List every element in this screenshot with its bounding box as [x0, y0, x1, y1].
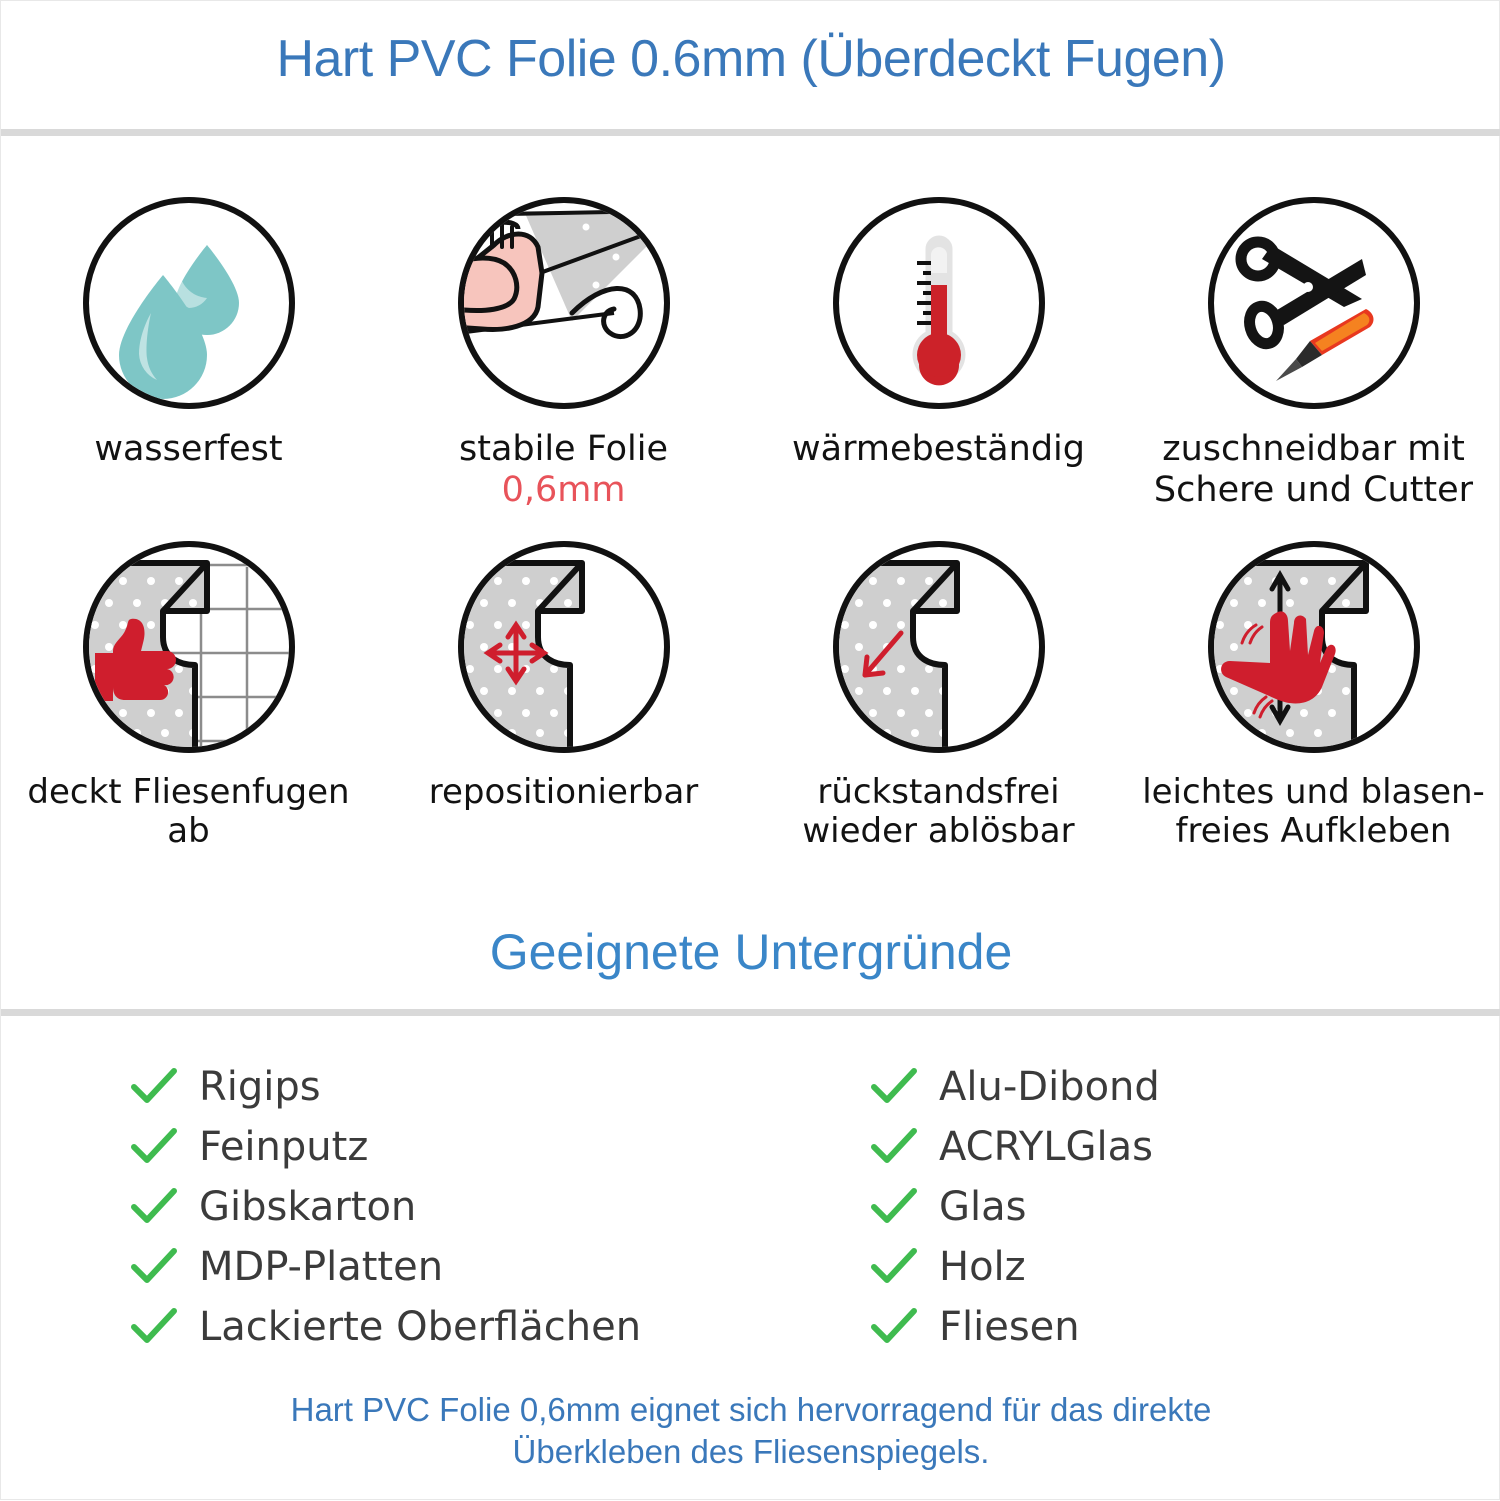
substrate-label: Rigips — [199, 1064, 321, 1110]
feature-label: deckt Fliesenfugen ab — [27, 772, 350, 852]
substrate-label: Gibskarton — [199, 1184, 417, 1230]
feature-icon-circle — [832, 541, 1045, 753]
list-item: ACRYLGlas — [871, 1117, 1500, 1177]
footer-line-1: Hart PVC Folie 0,6mm eignet sich hervorr… — [290, 1391, 1212, 1428]
footer-note: Hart PVC Folie 0,6mm eignet sich hervorr… — [1, 1389, 1500, 1473]
feature-label: rückstandsfrei wieder ablösbar — [802, 772, 1075, 852]
substrate-lists: Rigips Feinputz Gibskarton MDP-Platten L… — [1, 1057, 1500, 1357]
feature-icon-circle — [1207, 197, 1420, 409]
thumbs-up-tile-grout-icon — [88, 560, 289, 747]
list-item: Glas — [871, 1177, 1500, 1237]
feature-sublabel: 0,6mm — [501, 469, 626, 510]
divider-middle — [1, 1009, 1500, 1016]
list-item: Alu-Dibond — [871, 1057, 1500, 1117]
scissors-cutter-icon — [1235, 236, 1373, 381]
feature-label: repositionierbar — [428, 772, 699, 812]
section-title: Geeignete Untergründe — [489, 924, 1013, 980]
substrate-column-right: Alu-Dibond ACRYLGlas Glas Holz Fliesen — [751, 1057, 1500, 1357]
footer-line-2: Überkleben des Fliesenspiegels. — [512, 1433, 990, 1471]
feature-wasserfest: wasserfest — [1, 197, 376, 510]
feature-label: wärmebeständig — [792, 429, 1085, 469]
substrate-label: MDP-Platten — [199, 1244, 444, 1290]
check-icon — [131, 1067, 177, 1107]
feature-icon-circle — [457, 197, 670, 409]
feature-icon-circle — [82, 197, 295, 409]
list-item: Fliesen — [871, 1297, 1500, 1357]
feature-caption: zuschneidbar mit Schere und Cutter — [1139, 429, 1489, 510]
check-icon — [871, 1127, 917, 1167]
flexed-bicep-film-icon — [463, 208, 662, 340]
feature-icon-circle — [82, 541, 295, 753]
list-item: Rigips — [131, 1057, 751, 1117]
feature-caption: wärmebeständig — [792, 429, 1085, 470]
page-title: Hart PVC Folie 0.6mm (Überdeckt Fugen) — [276, 30, 1226, 88]
check-icon — [871, 1247, 917, 1287]
substrate-label: Holz — [939, 1244, 1026, 1290]
water-drops-icon — [118, 245, 239, 399]
smoothing-hand-film-icon — [1213, 560, 1369, 747]
feature-label: wasserfest — [94, 429, 283, 469]
thermometer-icon — [909, 232, 968, 386]
check-icon — [871, 1067, 917, 1107]
feature-stabile-folie: stabile Folie 0,6mm — [376, 197, 751, 510]
feature-icon-circle — [457, 541, 670, 753]
substrate-label: Feinputz — [199, 1124, 369, 1170]
feature-row-2: deckt Fliesenfugen ab — [1, 541, 1500, 852]
feature-caption: stabile Folie 0,6mm — [459, 429, 668, 510]
check-icon — [131, 1307, 177, 1347]
list-item: Gibskarton — [131, 1177, 751, 1237]
feature-caption: deckt Fliesenfugen ab — [14, 772, 364, 852]
list-item: Feinputz — [131, 1117, 751, 1177]
list-item: MDP-Platten — [131, 1237, 751, 1297]
substrate-column-left: Rigips Feinputz Gibskarton MDP-Platten L… — [1, 1057, 751, 1357]
check-icon — [131, 1127, 177, 1167]
feature-caption: wasserfest — [94, 429, 282, 470]
feature-label: leichtes und blasen-freies Aufkleben — [1142, 772, 1485, 852]
check-icon — [871, 1187, 917, 1227]
feature-caption: leichtes und blasen-freies Aufkleben — [1139, 772, 1489, 852]
substrate-label: Glas — [939, 1184, 1027, 1230]
feature-rueckstandsfrei: rückstandsfrei wieder ablösbar — [751, 541, 1126, 852]
feature-caption: repositionierbar — [428, 772, 699, 812]
check-icon — [871, 1307, 917, 1347]
substrate-label: ACRYLGlas — [939, 1124, 1154, 1170]
feature-label: zuschneidbar mit Schere und Cutter — [1153, 429, 1474, 510]
substrate-label: Fliesen — [939, 1304, 1080, 1350]
feature-zuschneidbar: zuschneidbar mit Schere und Cutter — [1126, 197, 1500, 510]
feature-repositionierbar: repositionierbar — [376, 541, 751, 852]
feature-deckt-fliesenfugen: deckt Fliesenfugen ab — [1, 541, 376, 852]
feature-blasenfreies-aufkleben: leichtes und blasen-freies Aufkleben — [1126, 541, 1500, 852]
feature-icon-circle — [1207, 541, 1420, 753]
feature-row-1: wasserfest — [1, 197, 1500, 510]
four-way-arrow-film-icon — [463, 560, 585, 747]
check-icon — [131, 1247, 177, 1287]
substrate-label: Alu-Dibond — [939, 1064, 1160, 1110]
list-item: Holz — [871, 1237, 1500, 1297]
feature-waermebestaendig: wärmebeständig — [751, 197, 1126, 510]
substrate-label: Lackierte Oberflächen — [199, 1304, 642, 1350]
divider-top — [1, 129, 1500, 136]
list-item: Lackierte Oberflächen — [131, 1297, 751, 1357]
check-icon — [131, 1187, 177, 1227]
peel-arrow-film-icon — [838, 560, 960, 747]
feature-icon-circle — [832, 197, 1045, 409]
feature-label: stabile Folie — [458, 429, 668, 469]
feature-caption: rückstandsfrei wieder ablösbar — [764, 772, 1114, 852]
